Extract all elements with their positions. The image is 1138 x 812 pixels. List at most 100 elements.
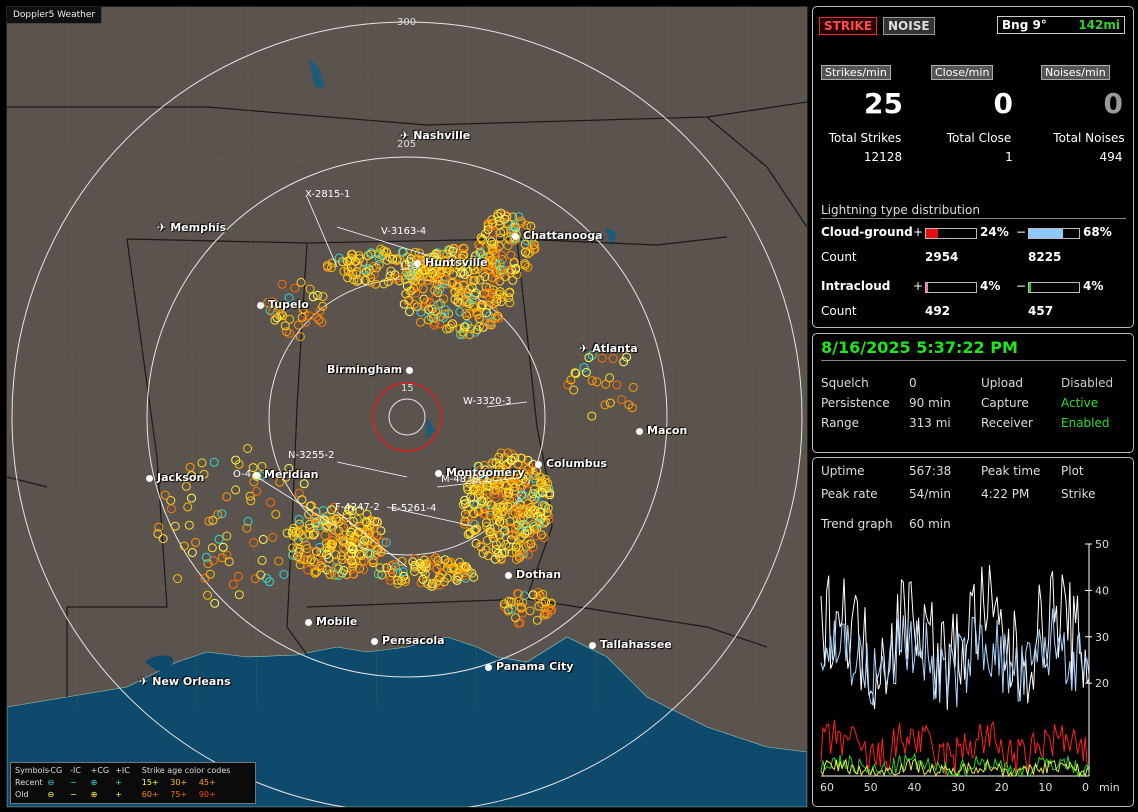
strike-marker [327, 263, 336, 273]
city-montgomery[interactable]: Montgomery [435, 467, 525, 479]
strike-marker [218, 542, 228, 552]
strike-marker [566, 375, 576, 385]
strike-marker [491, 484, 501, 494]
city-columbus[interactable]: Columbus [535, 458, 607, 470]
city-panama-city[interactable]: Panama City [485, 661, 573, 673]
legend-header: +IC [115, 766, 130, 775]
strike-marker [511, 554, 521, 564]
city-atlanta[interactable]: ✈ Atlanta [579, 342, 638, 355]
strike-marker [482, 317, 492, 327]
trend-graph-value[interactable]: 60 min [909, 517, 951, 531]
storm-label[interactable]: E-5261-4 [391, 503, 437, 514]
peak-rate-value: 54/min [909, 487, 951, 501]
upload-status[interactable]: Disabled [1061, 376, 1114, 390]
y-tick-label: 20 [1095, 677, 1109, 690]
storm-tracks [256, 196, 528, 568]
strike-marker [355, 564, 364, 573]
strike-marker [508, 212, 518, 222]
noise-tab[interactable]: NOISE [883, 17, 935, 35]
strike-marker [504, 293, 514, 303]
strike-marker [325, 569, 335, 579]
strike-marker [612, 380, 622, 390]
strike-marker [343, 267, 353, 277]
age-code: 60+ [141, 790, 159, 799]
city-pensacola[interactable]: Pensacola [371, 635, 445, 647]
strike-marker [523, 498, 533, 508]
strike-marker [275, 477, 285, 487]
peak-time-value: 4:22 PM [981, 487, 1030, 501]
strike-marker [295, 560, 305, 570]
storm-label[interactable]: W-3320-3 [463, 396, 512, 407]
strike-marker [571, 368, 581, 378]
plot-value[interactable]: Strike [1061, 487, 1096, 501]
ic-negative-pct: 4% [1083, 279, 1104, 293]
strike-marker [331, 550, 341, 560]
strike-marker [294, 514, 304, 524]
bar-fill [1029, 283, 1031, 292]
strike-marker [511, 524, 521, 534]
strike-tab[interactable]: STRIKE [819, 17, 878, 35]
strike-marker [600, 400, 610, 410]
strike-marker [355, 254, 364, 264]
strike-marker [203, 590, 212, 600]
strike-marker [507, 548, 517, 558]
city-mobile[interactable]: Mobile [305, 616, 357, 628]
city-meridian[interactable]: Meridian [253, 469, 319, 481]
city-macon[interactable]: Macon [636, 425, 687, 437]
city-birmingham[interactable]: Birmingham [327, 364, 414, 376]
range-value: 313 mi [909, 416, 951, 430]
strike-marker [504, 542, 514, 552]
storm-label[interactable]: M-4838-3 [441, 474, 489, 485]
strike-marker [400, 260, 410, 270]
city-jackson[interactable]: Jackson [146, 472, 204, 484]
squelch-value: 0 [909, 376, 917, 390]
strike-marker [452, 575, 462, 585]
strike-marker [418, 574, 428, 584]
city-nashville[interactable]: ✈ Nashville [400, 129, 471, 142]
strike-marker [482, 308, 491, 318]
storm-label[interactable]: X-2815-1 [305, 189, 351, 200]
city-huntsville[interactable]: Huntsville [414, 257, 488, 269]
storm-label[interactable]: N-3255-2 [288, 450, 335, 461]
receiver-status[interactable]: Enabled [1061, 416, 1110, 430]
trend-graph: 50 40 30 20 60 50 40 30 20 10 0 min [820, 538, 1120, 794]
strike-marker [535, 591, 545, 601]
storm-label[interactable]: V-3163-4 [381, 226, 427, 237]
ic-positive-count: 492 [925, 304, 951, 318]
strike-marker [393, 575, 403, 585]
strike-marker [154, 522, 164, 532]
storm-label[interactable]: O-4 [233, 469, 252, 480]
strike-marker [249, 538, 259, 547]
city-dothan[interactable]: Dothan [505, 569, 561, 581]
cg-positive-count: 2954 [925, 250, 959, 264]
lightning-map[interactable]: Doppler5 Weather 300 205 110 15 ✈ Nashvil… [6, 6, 808, 808]
strike-marker [493, 311, 503, 321]
strikes-per-min-label: Strikes/min [821, 65, 891, 80]
strike-marker [466, 275, 476, 285]
capture-status[interactable]: Active [1061, 396, 1099, 410]
city-tupelo[interactable]: Tupelo [257, 299, 309, 311]
strike-marker [352, 514, 362, 524]
strike-marker [359, 264, 369, 274]
strike-marker [256, 570, 266, 580]
strike-marker [385, 571, 395, 581]
strike-marker [458, 273, 468, 283]
strike-marker [529, 240, 539, 250]
symbol-legend: Symbols -CG -IC +CG +IC Strike age color… [10, 762, 256, 804]
strike-marker [344, 504, 354, 514]
strike-marker [282, 528, 292, 538]
intracloud-label: Intracloud [821, 279, 891, 293]
total-close-value: 1 [1005, 150, 1013, 164]
storm-label[interactable]: F-4247-2 [335, 502, 380, 513]
strike-marker [257, 462, 267, 471]
city-chattanooga[interactable]: Chattanooga [512, 230, 603, 242]
strike-marker [342, 256, 352, 266]
strike-marker [489, 239, 499, 249]
city-tallahassee[interactable]: Tallahassee [589, 639, 672, 651]
strike-marker [487, 297, 497, 307]
legend-header: +CG [90, 766, 110, 775]
strike-marker [523, 465, 533, 475]
strike-marker [511, 472, 521, 482]
city-new-orleans[interactable]: ✈ New Orleans [139, 675, 231, 688]
city-memphis[interactable]: ✈ Memphis [157, 221, 227, 234]
